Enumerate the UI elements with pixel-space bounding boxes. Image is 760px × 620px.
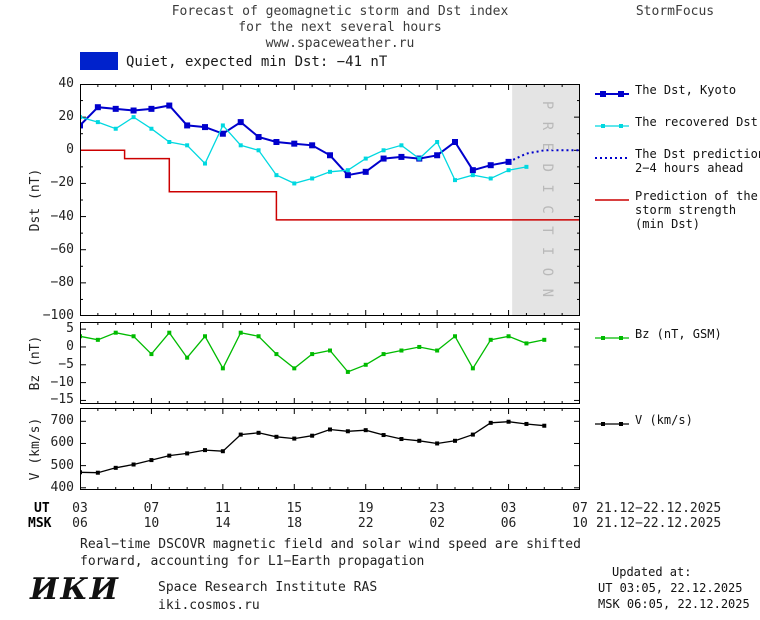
dst-prediction-legend-line2: 2−4 hours ahead [635,161,744,175]
tick-label: 20 [58,109,74,125]
v-legend-marker [594,415,630,427]
iki-logo: ИКИ [30,572,120,607]
institute-site: iki.cosmos.ru [158,598,260,613]
legend-storm-strength: Prediction of the storm strength (min Ds… [594,189,758,231]
tick-label: 15 [286,501,303,516]
recovered-dst-legend-label: The recovered Dst [635,115,758,129]
tick-label: 03 [72,501,88,516]
legend-dst-prediction: The Dst prediction 2−4 hours ahead [594,147,760,175]
dst-plot [80,84,580,316]
updated-at-label: Updated at: [612,565,692,579]
storm-strength-legend-marker [594,191,630,203]
quiet-status-swatch [80,52,118,70]
legend-dst-kyoto: The Dst, Kyoto [594,83,736,97]
brand-stormfocus: StormFocus [635,4,715,19]
quiet-status-text: Quiet, expected min Dst: −41 nT [126,54,388,70]
bz-legend-marker [594,329,630,341]
footer-note-line2: forward, accounting for L1−Earth propaga… [80,554,425,569]
tick-label: 10 [143,516,160,531]
tick-label: 02 [429,516,445,531]
storm-strength-legend-line3: (min Dst) [635,217,701,231]
storm-strength-legend-line1: Prediction of the [635,189,758,203]
tick-label: 40 [58,76,74,91]
v-axis-title: V (km/s) [28,417,43,481]
tick-label: 07 [143,501,160,516]
tick-label: 11 [215,501,231,516]
footer-note-line1: Real−time DSCOVR magnetic field and sola… [80,537,581,552]
prediction-band-label: P R E D I C T I O N [539,100,555,300]
ut-row-label: UT [34,501,50,516]
recovered-dst-legend-marker [594,117,630,129]
storm-strength-legend-label: Prediction of the storm strength (min Ds… [635,189,758,231]
legend-v: V (km/s) [594,413,693,427]
dst-prediction-legend-line1: The Dst prediction [635,147,760,161]
dst-kyoto-legend-label: The Dst, Kyoto [635,83,737,97]
tick-label: 03 [500,501,517,516]
tick-label: 10 [572,516,588,531]
updated-ut: UT 03:05, 22.12.2025 [598,581,743,595]
dst-prediction-legend-marker [594,149,630,161]
institute-name: Space Research Institute RAS [158,580,378,595]
tick-label: 18 [286,516,303,531]
v-plot [80,408,580,490]
tick-label: 19 [357,501,374,516]
updated-msk: MSK 06:05, 22.12.2025 [598,597,750,611]
tick-label: 06 [500,516,517,531]
dst-prediction-legend-label: The Dst prediction 2−4 hours ahead [635,147,760,175]
legend-bz: Bz (nT, GSM) [594,327,722,341]
storm-strength-legend-line2: storm strength [635,203,737,217]
dst-kyoto-legend-marker [594,85,630,97]
tick-label: 22 [357,516,374,531]
v-legend-label: V (km/s) [635,413,693,427]
msk-date-range: 21.12−22.12.2025 [596,516,722,531]
site-url: www.spaceweather.ru [265,36,415,51]
msk-row-label: MSK [28,516,52,531]
tick-label: −80 [50,274,74,290]
tick-label: 06 [72,516,88,531]
bz-legend-label: Bz (nT, GSM) [635,327,722,341]
bz-axis-title: Bz (nT) [28,335,43,391]
page-title-line2: for the next several hours [238,20,442,35]
dst-axis-title: Dst (nT) [28,168,43,232]
tick-label: 14 [215,516,231,531]
page-title-line1: Forecast of geomagnetic storm and Dst in… [171,4,509,19]
tick-label: 07 [572,501,588,516]
bz-plot [80,322,580,404]
legend-recovered-dst: The recovered Dst [594,115,758,129]
tick-label: 23 [429,501,445,516]
ut-date-range: 21.12−22.12.2025 [596,501,722,516]
